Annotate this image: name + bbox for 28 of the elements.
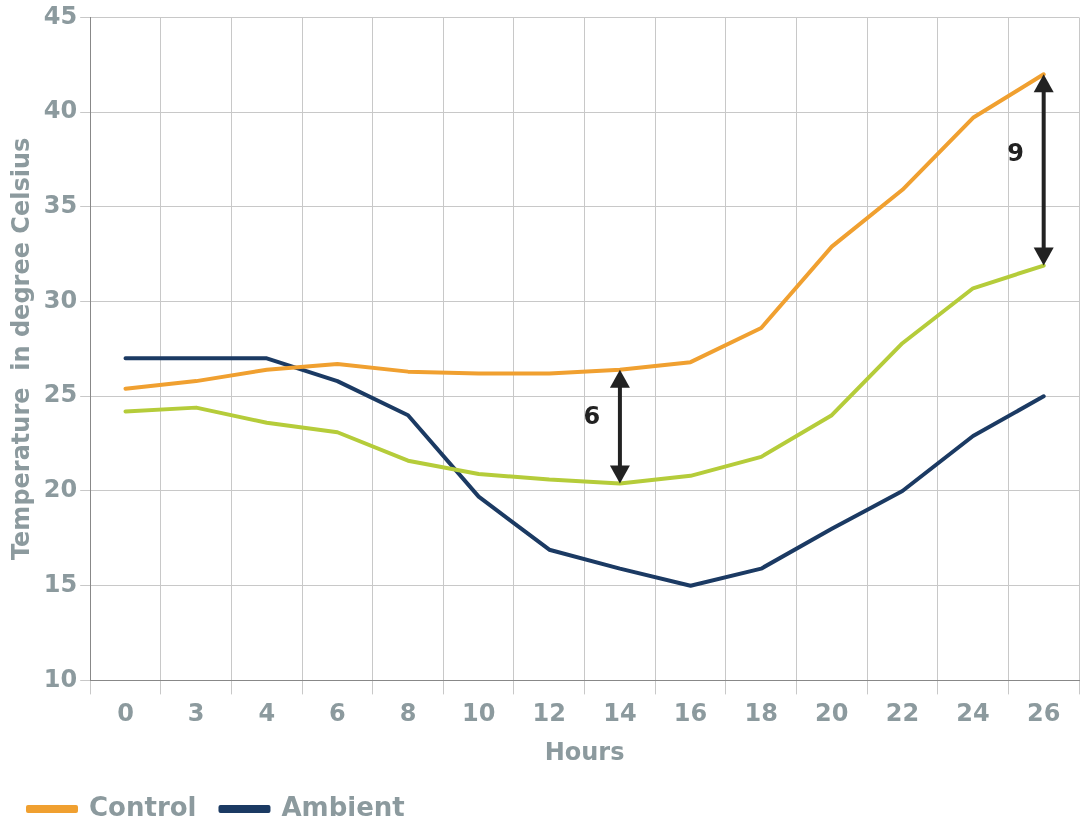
- x-tick-label: 4: [258, 699, 276, 728]
- annotation: 6: [583, 401, 601, 430]
- x-tick-label: 18: [744, 699, 778, 728]
- y-tick-label: 10: [43, 664, 78, 693]
- x-tick-label: 20: [815, 699, 849, 728]
- y-tick-label: 45: [43, 1, 78, 30]
- x-tick-label: 26: [1026, 699, 1061, 728]
- x-tick-label: 6: [329, 699, 346, 728]
- x-tick-label: 0: [117, 699, 134, 728]
- x-tick-label: 24: [956, 699, 990, 728]
- x-axis-title: Hours: [544, 737, 625, 766]
- y-axis-title: Temperature in degree Celsius: [6, 137, 35, 561]
- y-tick-label: 40: [43, 96, 78, 125]
- y-tick-label: 15: [43, 569, 78, 598]
- x-tick-label: 16: [673, 699, 708, 728]
- y-tick-label: 25: [43, 380, 78, 409]
- legend-label: Ambient: [281, 791, 405, 822]
- y-tick-label: 30: [43, 285, 78, 314]
- x-tick-label: 10: [461, 699, 496, 728]
- x-tick-label: 8: [399, 699, 417, 728]
- legend-label: Control: [89, 791, 197, 822]
- y-tick-label: 20: [43, 475, 78, 504]
- x-tick-label: 22: [885, 699, 920, 728]
- annotation: 9: [1007, 138, 1025, 167]
- x-tick-label: 12: [532, 699, 566, 728]
- x-tick-label: 14: [603, 699, 637, 728]
- x-tick-label: 3: [187, 699, 205, 728]
- y-tick-label: 35: [43, 191, 78, 220]
